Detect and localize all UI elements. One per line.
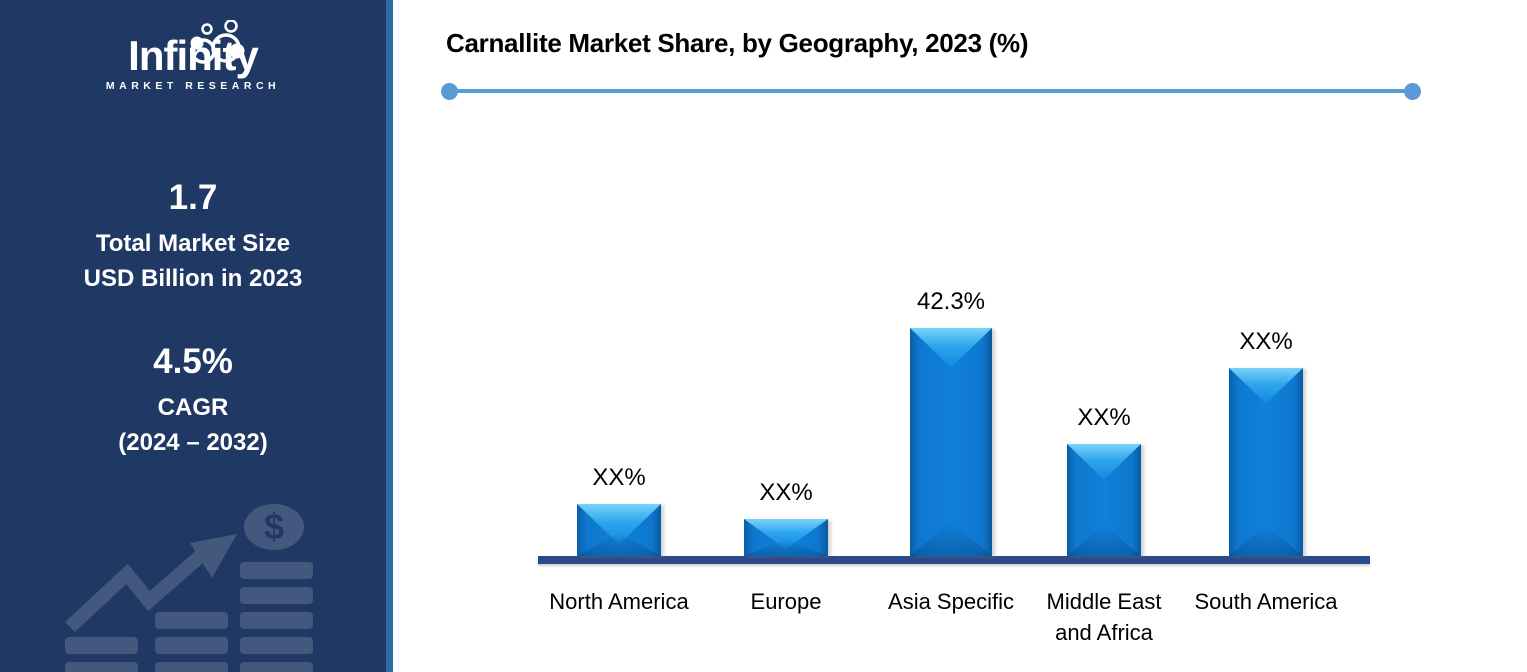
cagr-value: 4.5% [153, 342, 233, 381]
category-label-south-america: South America [1194, 589, 1338, 614]
bar-europe [744, 519, 828, 556]
divider-left-dot [441, 82, 458, 100]
title-divider-line [441, 82, 1421, 100]
bar-value-label-middle-east-and-africa: XX% [1077, 404, 1131, 431]
svg-text:$: $ [264, 506, 284, 547]
category-label-europe: Europe [750, 589, 822, 614]
cagr-period: (2024 – 2032) [118, 429, 268, 456]
stat-market-size: 1.7 Total Market Size USD Billion in 202… [0, 178, 386, 296]
sidebar: Infinity MARKET RESEARCH 1.7 Total Marke… [0, 0, 386, 672]
bar-middle-east-and-africa [1067, 444, 1141, 556]
chart-title: Carnallite Market Share, by Geography, 2… [446, 28, 1029, 58]
sidebar-accent-stripe [386, 0, 393, 672]
category-label-middle-east-and-africa: Middle East and Africa [1046, 589, 1162, 645]
bar-north-america [577, 504, 661, 556]
logo-name: Infinity [128, 32, 259, 79]
divider-right-dot [1404, 82, 1421, 100]
bar-value-label-asia-specific: 42.3% [916, 288, 986, 315]
bar-asia-specific [910, 328, 992, 556]
logo-subtitle: MARKET RESEARCH [105, 80, 281, 92]
market-size-value: 1.7 [168, 178, 218, 217]
chart-panel: Carnallite Market Share, by Geography, 2… [393, 0, 1527, 672]
bar-value-label-europe: XX% [759, 479, 813, 506]
category-label-asia-specific: Asia Specific [888, 589, 1014, 614]
bar-value-label-south-america: XX% [1239, 328, 1293, 355]
market-size-label-line1: Total Market Size [95, 230, 291, 257]
bar-value-label-north-america: XX% [592, 464, 646, 491]
bar-south-america [1229, 368, 1303, 556]
cagr-label: CAGR [157, 394, 229, 421]
bar-chart: XX% North America XX% Europe 42.3% Asia Speci… [393, 0, 1527, 672]
stat-cagr: 4.5% CAGR (2024 – 2032) [0, 342, 386, 460]
logo: Infinity MARKET RESEARCH [0, 20, 386, 92]
growth-chart-dollar-icon: $ [65, 504, 313, 672]
infinity-symbol-icon [190, 20, 245, 64]
x-axis-line [538, 556, 1370, 564]
category-label-north-america: North America [549, 589, 689, 614]
market-size-label-line2: USD Billion in 2023 [83, 265, 303, 292]
